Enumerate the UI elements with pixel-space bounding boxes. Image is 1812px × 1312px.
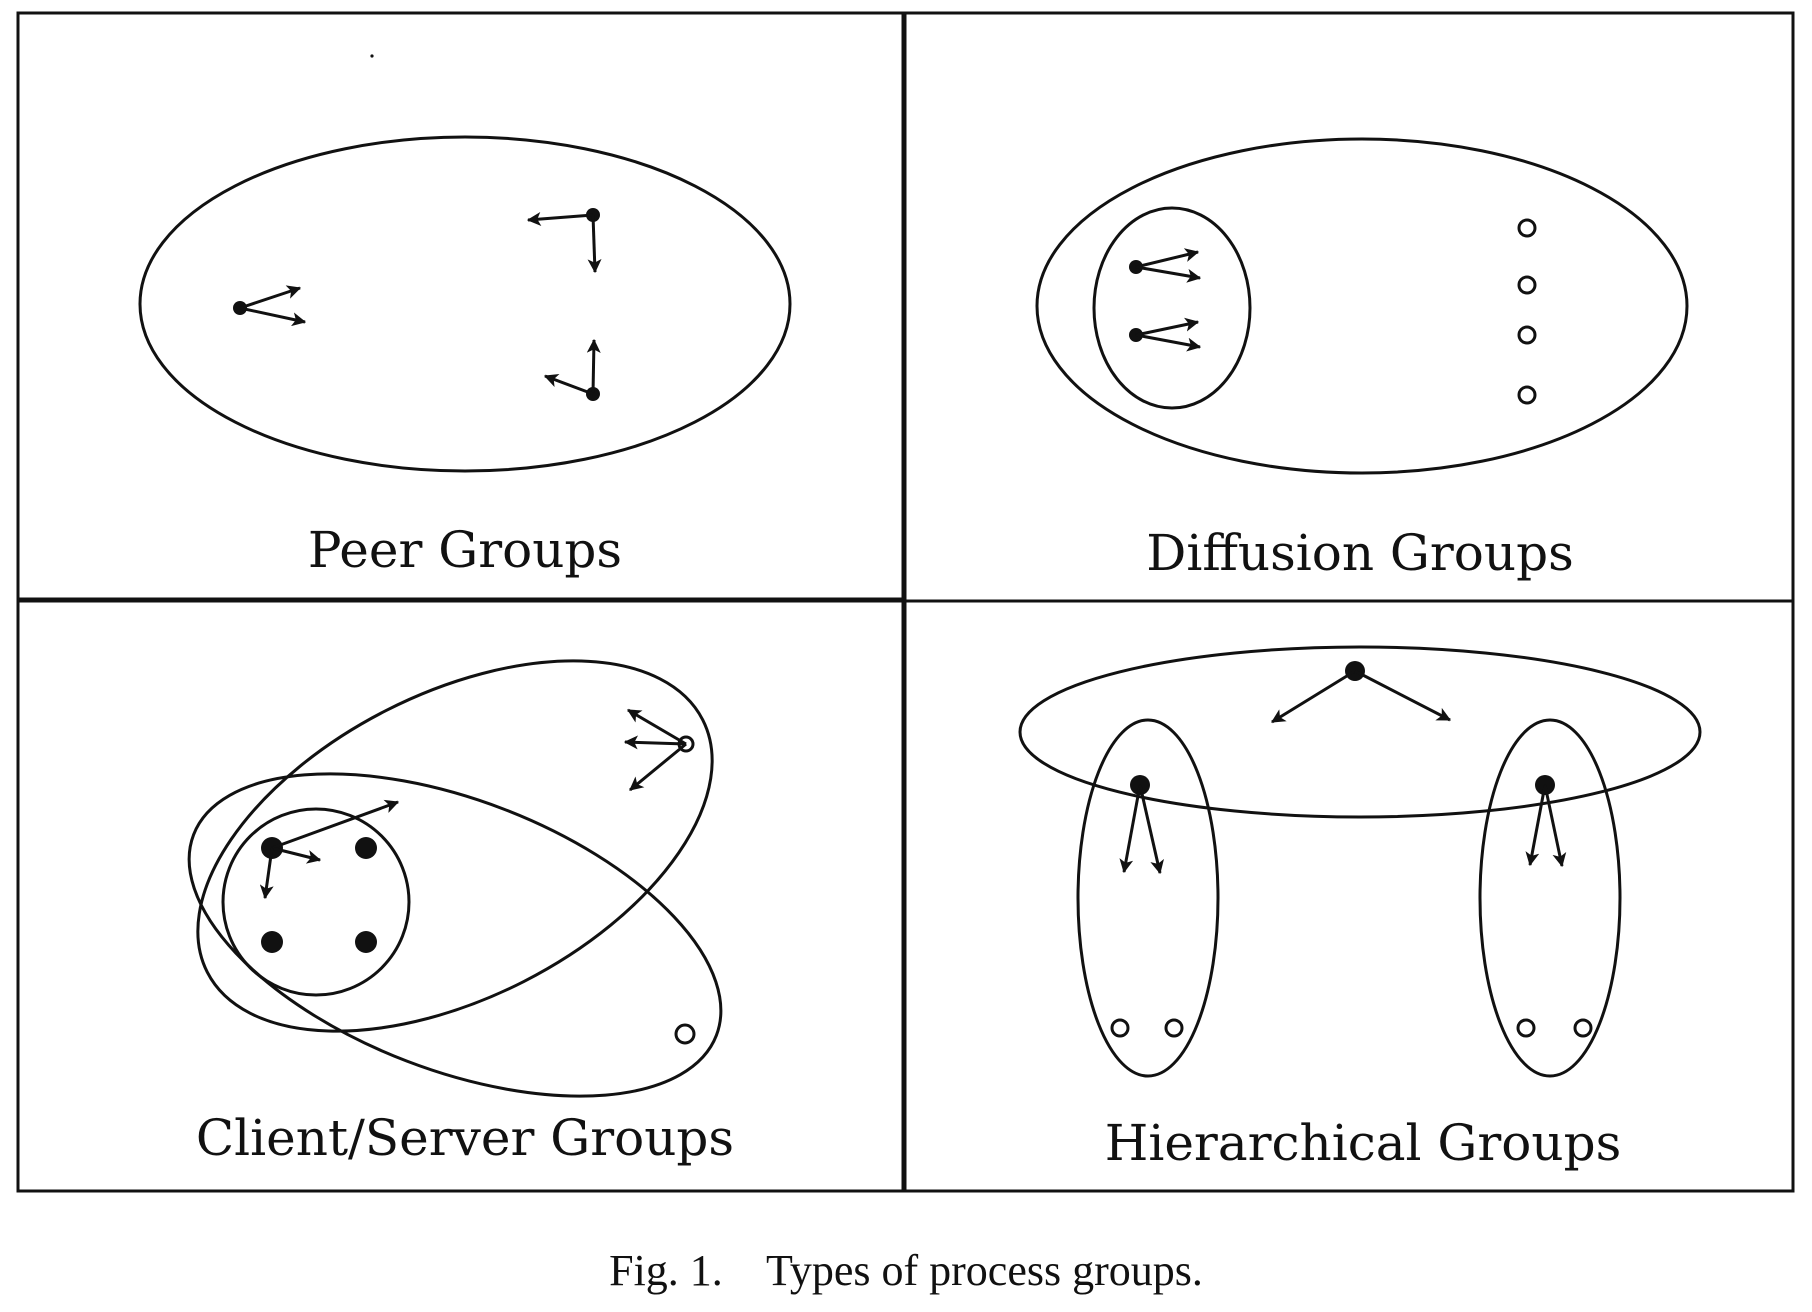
- leaf-process-circle: [1516, 1018, 1536, 1038]
- message-arrow: [1135, 317, 1200, 337]
- panel-hierarchical-label: Hierarchical Groups: [1105, 1114, 1622, 1172]
- message-arrow: [271, 846, 322, 864]
- hierarchy-right-coordinator: [1525, 775, 1567, 868]
- peer-group-ellipse: [138, 135, 792, 473]
- hierarchy-left-ellipse: [1076, 718, 1220, 1078]
- client-process-top: [623, 708, 695, 792]
- server-process-dot: [355, 931, 377, 953]
- server-process-dot: [355, 837, 377, 859]
- message-arrow: [1135, 265, 1202, 283]
- hierarchy-left-coordinator: [1119, 775, 1164, 875]
- message-arrow: [623, 735, 687, 750]
- server-reply-arrows: [259, 799, 400, 900]
- peer-process-left: [233, 285, 307, 327]
- leaf-process-circle: [1573, 1018, 1593, 1038]
- diffusion-inner-ellipse: [1092, 206, 1252, 410]
- message-arrow: [1135, 333, 1202, 352]
- client-process-circle: [674, 1023, 696, 1045]
- caption-number: Fig. 1.: [609, 1246, 723, 1295]
- message-arrow: [1138, 784, 1164, 875]
- server-process-dot: [261, 931, 283, 953]
- receiver-process-circle: [1517, 385, 1537, 405]
- message-arrow: [1354, 669, 1452, 722]
- hierarchy-root-process: [1271, 661, 1452, 724]
- leaf-process-circle: [1110, 1018, 1130, 1038]
- caption-text: Types of process groups.: [766, 1246, 1203, 1295]
- message-arrow: [629, 742, 687, 792]
- message-arrow: [587, 214, 602, 274]
- diffusion-sender-top: [1129, 248, 1202, 283]
- message-arrow: [271, 799, 400, 850]
- panel-hierarchical-frame: [903, 599, 1795, 1193]
- message-arrow: [1135, 248, 1200, 269]
- client-group-ellipse-upper: [196, 659, 714, 1033]
- panel-peer-label: Peer Groups: [308, 521, 622, 579]
- diffusion-sender-bottom: [1129, 317, 1202, 352]
- hierarchy-top-ellipse: [1018, 645, 1702, 819]
- message-arrow: [526, 212, 594, 226]
- message-arrow: [1543, 784, 1567, 868]
- message-arrow: [626, 708, 687, 746]
- panel-peer: Peer Groups: [138, 135, 792, 579]
- hierarchy-right-ellipse: [1478, 718, 1622, 1078]
- panel-peer-frame: [16, 11, 905, 601]
- message-arrow: [586, 338, 601, 395]
- message-arrow: [543, 373, 594, 396]
- panel-client-server: Client/Server Groups: [187, 659, 734, 1167]
- message-arrow: [239, 306, 307, 327]
- process-groups-figure: Peer Groups Diffusion Groups: [16, 11, 1795, 1193]
- receiver-process-circle: [1517, 275, 1537, 295]
- receiver-process-circle: [1517, 218, 1537, 238]
- figure-caption: Fig. 1. Types of process groups.: [0, 1245, 1812, 1296]
- server-group-circle: [221, 807, 411, 997]
- stray-mark: [370, 54, 374, 58]
- diffusion-group-ellipse: [1035, 137, 1689, 475]
- message-arrow: [1119, 784, 1142, 874]
- panel-client-server-frame: [16, 599, 905, 1193]
- client-group-ellipse-lower: [187, 772, 723, 1098]
- leaf-process-circle: [1164, 1018, 1184, 1038]
- message-arrow: [259, 847, 274, 900]
- peer-process-top: [526, 208, 602, 274]
- panel-diffusion: Diffusion Groups: [1035, 137, 1689, 582]
- panel-frames: [16, 11, 1795, 1193]
- message-arrow: [1271, 669, 1356, 724]
- caption-gap: [723, 1246, 766, 1295]
- peer-process-bottom: [543, 338, 601, 401]
- message-arrow: [239, 285, 302, 310]
- message-arrow: [1525, 784, 1547, 867]
- receiver-process-circle: [1517, 325, 1537, 345]
- panel-client-server-label: Client/Server Groups: [196, 1109, 734, 1167]
- panel-hierarchical: Hierarchical Groups: [1018, 645, 1702, 1172]
- panel-diffusion-label: Diffusion Groups: [1146, 524, 1573, 582]
